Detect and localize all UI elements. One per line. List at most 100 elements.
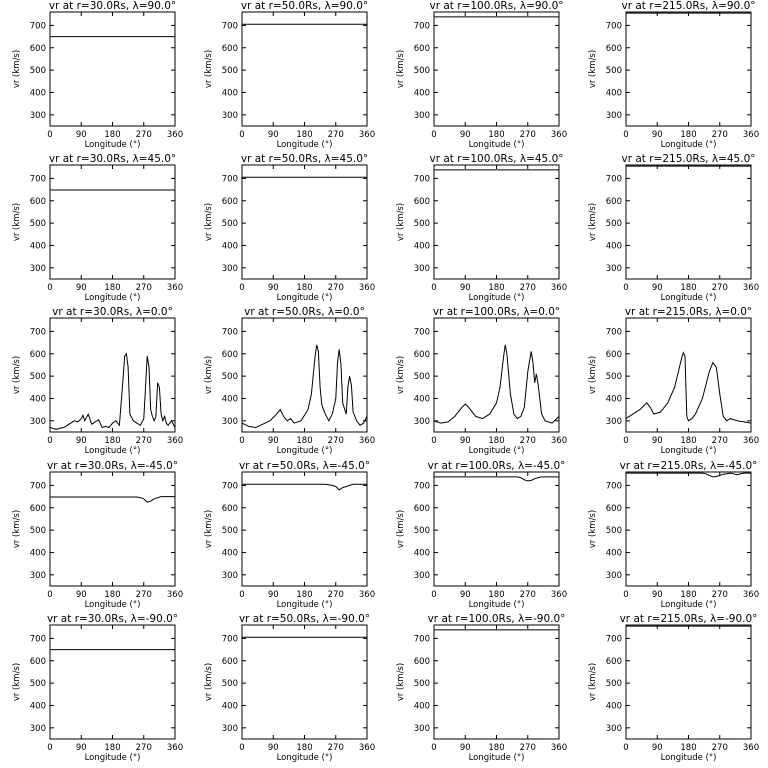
x-axis-label: Longitude (°)	[469, 446, 525, 456]
y-tick-label: 400	[222, 548, 238, 558]
x-tick-label: 360	[359, 590, 375, 600]
y-tick-label: 500	[222, 66, 238, 76]
subplot-2: vr at r=50.0Rs, λ=90.0° 0 90 180 270 360 300 40…	[204, 0, 375, 150]
y-axis-label: vr (km/s)	[12, 663, 22, 701]
y-tick-label: 400	[222, 701, 238, 711]
series-line	[50, 496, 175, 503]
x-tick-label: 0	[431, 743, 436, 753]
x-tick-label: 0	[431, 590, 436, 600]
subplot-title: vr at r=215.0Rs, λ=-45.0°	[620, 460, 758, 472]
y-axis-label: vr (km/s)	[588, 203, 598, 241]
x-axis-label: Longitude (°)	[85, 753, 141, 763]
x-tick-label: 90	[652, 590, 663, 600]
y-tick-label: 600	[30, 44, 46, 54]
y-tick-label: 400	[222, 88, 238, 98]
plot-frame	[241, 164, 368, 280]
x-tick-label: 180	[488, 743, 504, 753]
y-tick-label: 700	[606, 481, 622, 491]
y-tick-label: 600	[222, 350, 238, 360]
subplot-title: vr at r=100.0Rs, λ=-90.0°	[428, 613, 566, 625]
subplot-title: vr at r=30.0Rs, λ=90.0°	[49, 0, 176, 12]
y-tick-label: 300	[414, 111, 430, 121]
y-tick-label: 700	[414, 634, 430, 644]
y-tick-label: 500	[606, 679, 622, 689]
x-tick-label: 180	[680, 283, 696, 293]
subplot-17: vr at r=30.0Rs, λ=-90.0° 0 90 180 270 360 300 4…	[12, 613, 183, 763]
y-tick-label: 700	[30, 327, 46, 337]
y-tick-label: 500	[414, 372, 430, 382]
x-tick-label: 360	[167, 436, 183, 446]
subplot-title: vr at r=50.0Rs, λ=-90.0°	[239, 613, 370, 625]
x-tick-label: 90	[460, 283, 471, 293]
x-tick-label: 180	[104, 436, 120, 446]
x-tick-label: 360	[743, 590, 759, 600]
y-tick-label: 700	[606, 21, 622, 31]
x-tick-label: 360	[167, 743, 183, 753]
plot-frame	[433, 164, 560, 280]
x-tick-label: 180	[680, 743, 696, 753]
y-tick-label: 500	[222, 372, 238, 382]
x-tick-label: 360	[743, 436, 759, 446]
y-axis-label: vr (km/s)	[396, 663, 406, 701]
x-tick-label: 0	[623, 590, 628, 600]
x-tick-label: 360	[359, 436, 375, 446]
subplot-title: vr at r=215.0Rs, λ=45.0°	[621, 153, 755, 165]
plot-frame	[433, 11, 560, 127]
series-line	[50, 352, 175, 430]
x-tick-label: 0	[623, 436, 628, 446]
x-tick-label: 180	[104, 743, 120, 753]
y-tick-label: 300	[606, 111, 622, 121]
x-tick-label: 0	[431, 130, 436, 140]
series-line	[242, 344, 367, 429]
x-tick-label: 270	[712, 590, 728, 600]
x-axis-label: Longitude (°)	[85, 600, 141, 610]
y-tick-label: 600	[222, 504, 238, 514]
x-axis-label: Longitude (°)	[469, 293, 525, 303]
x-tick-label: 270	[520, 436, 536, 446]
subplot-11: vr at r=100.0Rs, λ=0.0° 0 90 180 270 360 300 40…	[396, 306, 567, 456]
plot-frame	[241, 471, 368, 587]
subplot-title: vr at r=50.0Rs, λ=45.0°	[241, 153, 368, 165]
y-axis-label: vr (km/s)	[588, 510, 598, 548]
x-tick-label: 90	[652, 130, 663, 140]
y-tick-label: 300	[30, 111, 46, 121]
y-tick-label: 700	[30, 481, 46, 491]
series-line	[434, 344, 559, 424]
y-tick-label: 600	[414, 350, 430, 360]
x-tick-label: 270	[328, 130, 344, 140]
x-axis-label: Longitude (°)	[469, 753, 525, 763]
x-tick-label: 270	[712, 130, 728, 140]
y-tick-label: 700	[414, 174, 430, 184]
x-tick-label: 90	[652, 743, 663, 753]
x-axis-label: Longitude (°)	[85, 293, 141, 303]
x-axis-label: Longitude (°)	[469, 600, 525, 610]
x-tick-label: 180	[488, 283, 504, 293]
x-tick-label: 90	[460, 743, 471, 753]
x-tick-label: 90	[652, 283, 663, 293]
y-axis-label: vr (km/s)	[12, 50, 22, 88]
x-tick-label: 270	[328, 436, 344, 446]
x-tick-label: 0	[239, 743, 244, 753]
x-tick-label: 360	[743, 743, 759, 753]
y-tick-label: 600	[606, 657, 622, 667]
x-axis-label: Longitude (°)	[277, 140, 333, 150]
y-axis-label: vr (km/s)	[204, 203, 214, 241]
y-tick-label: 700	[222, 634, 238, 644]
y-tick-label: 300	[414, 724, 430, 734]
y-tick-label: 300	[414, 571, 430, 581]
y-tick-label: 500	[414, 219, 430, 229]
x-axis-label: Longitude (°)	[661, 293, 717, 303]
y-tick-label: 600	[30, 504, 46, 514]
y-tick-label: 400	[606, 701, 622, 711]
y-tick-label: 500	[222, 679, 238, 689]
x-tick-label: 270	[136, 283, 152, 293]
subplot-title: vr at r=30.0Rs, λ=45.0°	[49, 153, 176, 165]
y-tick-label: 400	[606, 88, 622, 98]
x-tick-label: 0	[47, 743, 52, 753]
y-tick-label: 600	[606, 350, 622, 360]
subplot-3: vr at r=100.0Rs, λ=90.0° 0 90 180 270 360 300 4…	[396, 0, 567, 150]
y-tick-label: 700	[30, 21, 46, 31]
y-axis-label: vr (km/s)	[204, 663, 214, 701]
y-tick-label: 500	[30, 526, 46, 536]
y-axis-label: vr (km/s)	[396, 203, 406, 241]
